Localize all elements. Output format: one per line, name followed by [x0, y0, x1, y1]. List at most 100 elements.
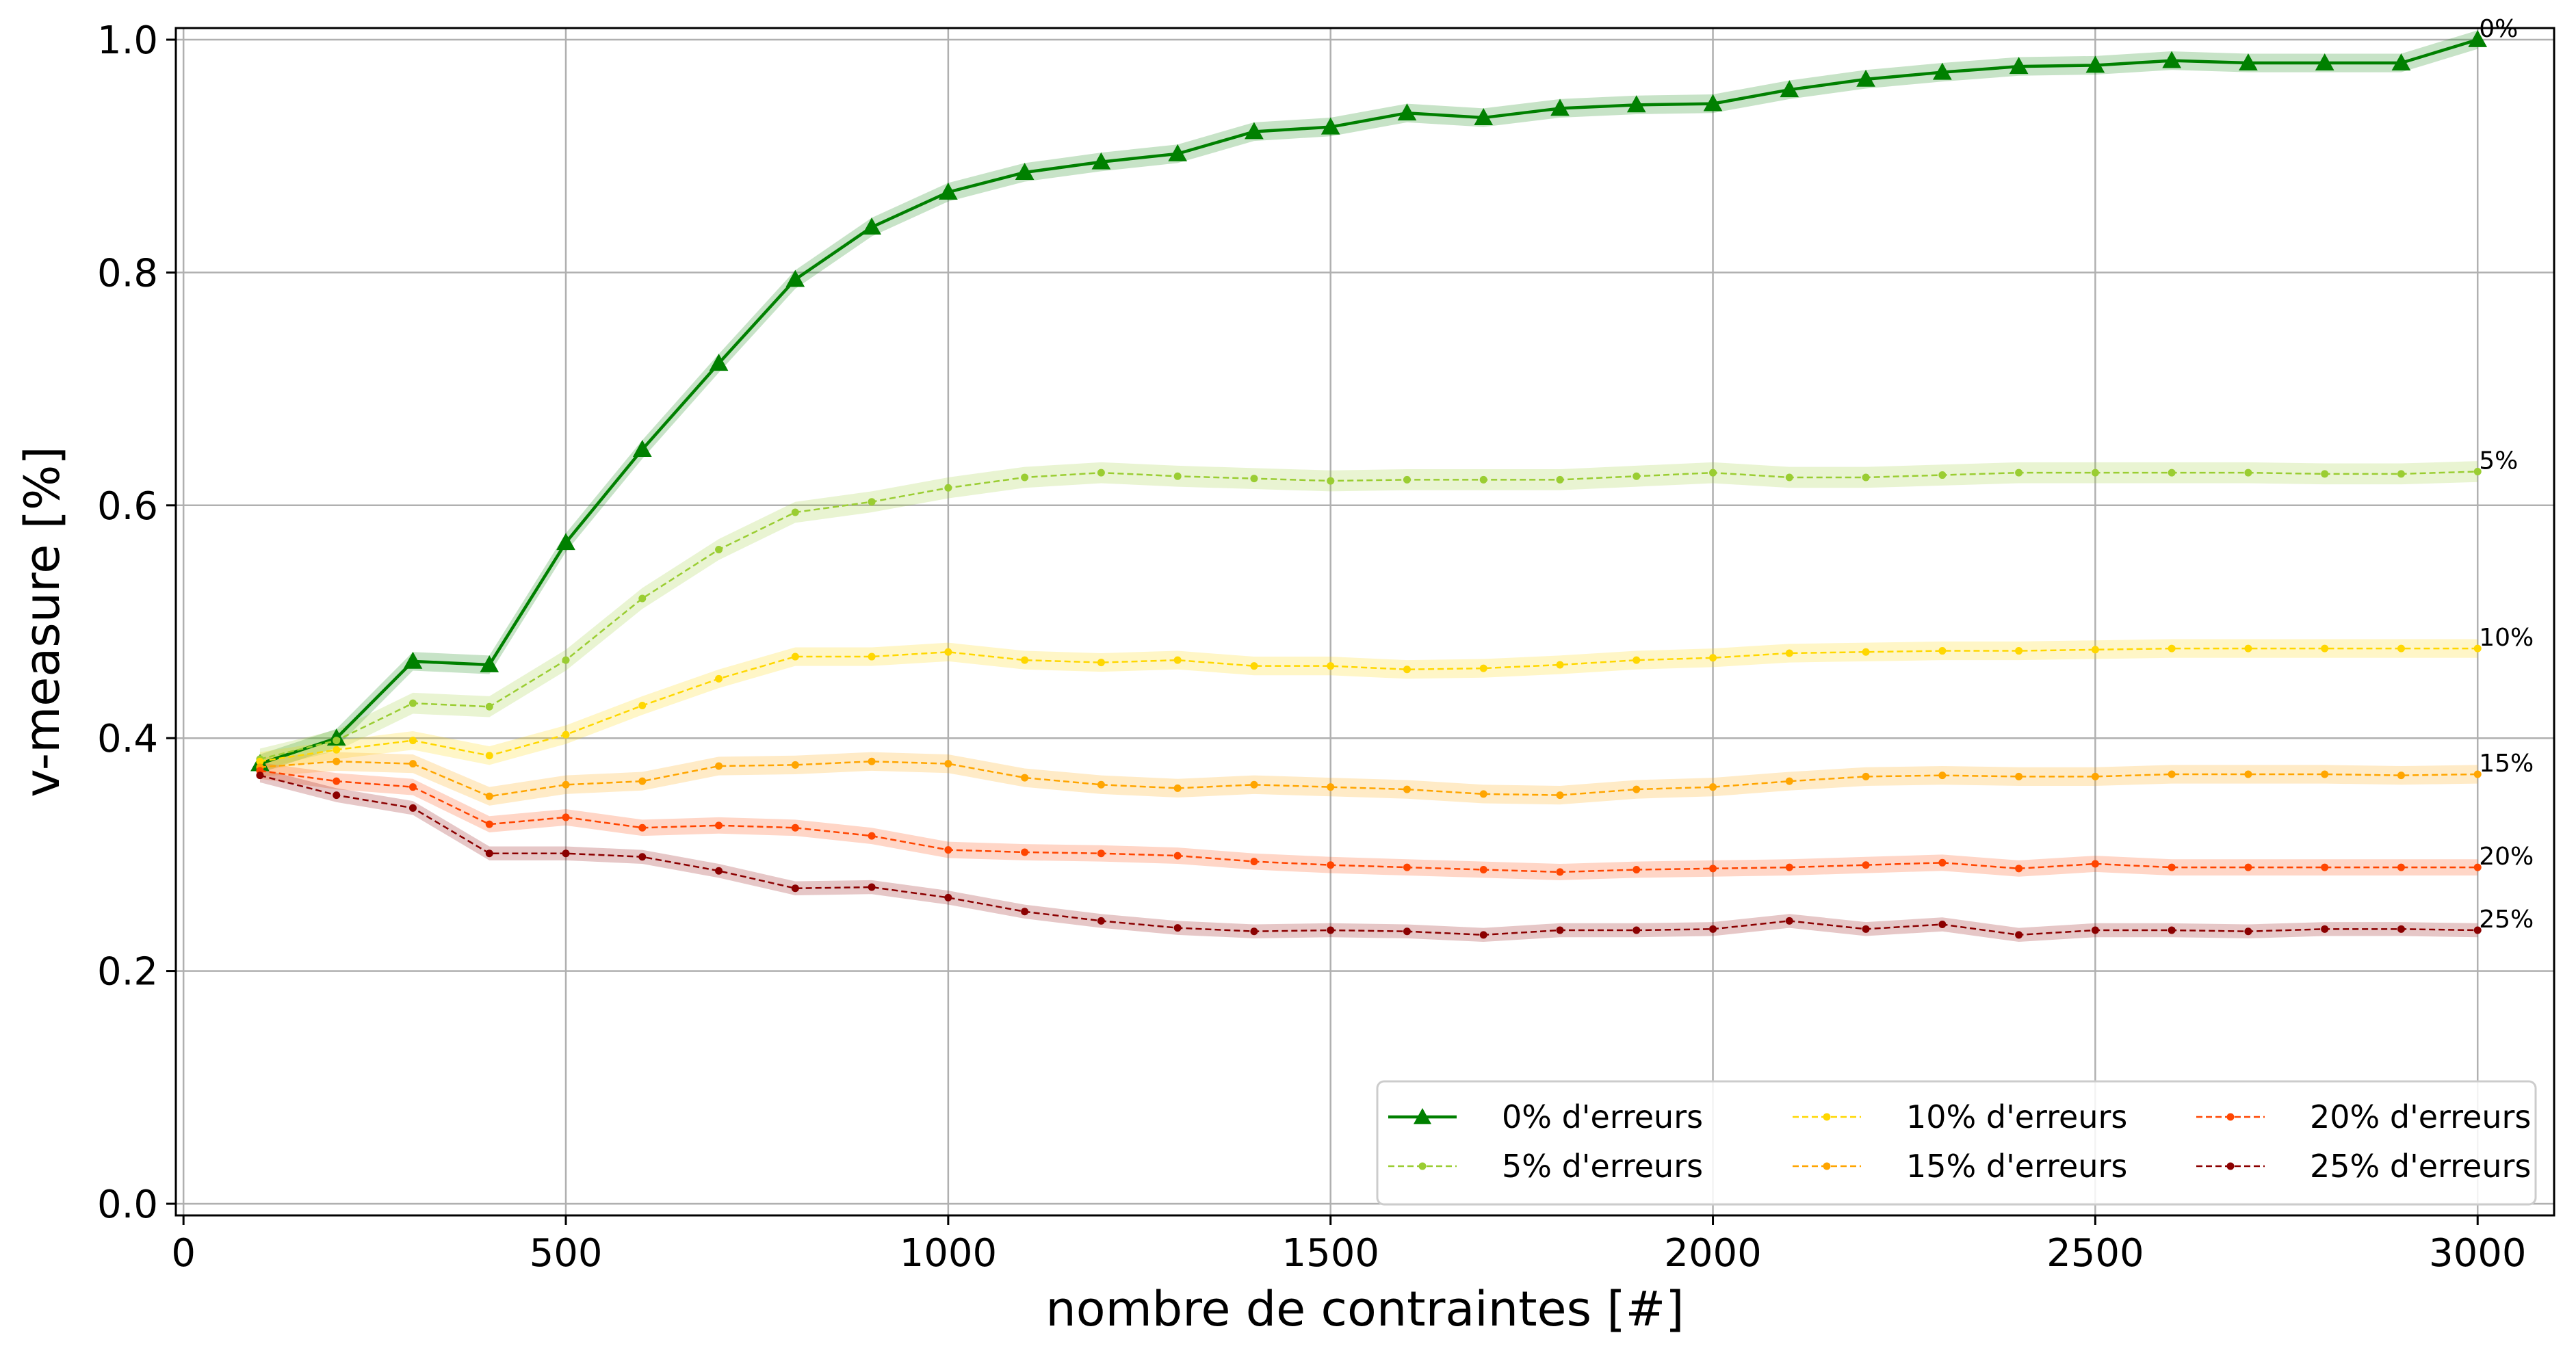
data-point [256, 772, 264, 780]
plot-border [174, 27, 2555, 1217]
legend-marker [1823, 1113, 1831, 1121]
data-point [485, 792, 493, 800]
data-point [1245, 122, 1264, 140]
confidence-band [259, 639, 2478, 771]
data-point [632, 440, 652, 458]
data-point [715, 762, 723, 770]
legend-marker [1418, 1162, 1427, 1170]
data-point [868, 883, 876, 891]
data-point [1474, 108, 1494, 125]
data-point [2315, 53, 2334, 70]
data-point [2091, 926, 2099, 934]
legend-label: 15% d'erreurs [1906, 1148, 2127, 1185]
data-point [2473, 926, 2482, 934]
data-point [1938, 858, 1947, 867]
data-point [1403, 475, 1411, 484]
data-point [862, 218, 881, 235]
series-end-label: 20% [2479, 843, 2534, 871]
series-end-label: 5% [2479, 447, 2518, 475]
data-point [1250, 662, 1258, 670]
data-point [1709, 783, 1717, 791]
data-point [1250, 927, 1258, 936]
legend-marker [1823, 1162, 1831, 1170]
legend-label: 25% d'erreurs [2310, 1148, 2531, 1185]
series-line [259, 774, 2478, 936]
data-point [1091, 152, 1111, 170]
data-point [1632, 866, 1641, 874]
data-point [1556, 475, 1564, 484]
data-point [2397, 925, 2405, 933]
series-lines [250, 29, 2488, 939]
legend: 0% d'erreurs 5% d'erreurs 10% d'erreurs 15%… [1376, 1080, 2537, 1206]
data-point [2321, 644, 2329, 653]
data-point [638, 824, 647, 832]
data-point [1173, 784, 1182, 792]
data-point [2321, 925, 2329, 933]
data-point [1320, 117, 1340, 135]
data-point [408, 783, 417, 791]
data-point [1626, 95, 1646, 113]
data-point [1632, 926, 1641, 934]
data-point [2321, 770, 2329, 778]
confidence-bands [259, 30, 2478, 943]
legend-label: 10% d'erreurs [1906, 1098, 2127, 1135]
y-tick-label: 1.0 [97, 18, 158, 63]
data-point [1856, 69, 1875, 87]
data-point [1785, 777, 1793, 785]
data-point [2168, 644, 2176, 653]
data-point [1632, 656, 1641, 664]
data-point [2168, 863, 2176, 871]
data-point [2015, 647, 2023, 655]
data-point [1862, 861, 1870, 869]
data-point [1709, 925, 1717, 933]
data-point [1173, 656, 1182, 664]
data-point [1397, 103, 1417, 121]
series-line [259, 769, 2478, 873]
series-end-label: 10% [2479, 624, 2534, 652]
data-point [1403, 863, 1411, 871]
confidence-band [259, 762, 2478, 880]
data-point [715, 821, 723, 830]
data-point [2468, 29, 2488, 47]
data-point [485, 849, 493, 858]
data-point [1327, 926, 1335, 934]
axis-ticks: 0 500 1000 1500 2000 2500 3000 0.0 0.2 0.4 0.6 0.8 1… [97, 18, 2527, 1276]
legend-label: 20% d'erreurs [2310, 1098, 2531, 1135]
data-point [2391, 53, 2411, 70]
data-point [408, 760, 417, 768]
data-point [2091, 860, 2099, 868]
data-point [2015, 931, 2023, 939]
data-point [2015, 865, 2023, 873]
data-point [868, 653, 876, 661]
data-point [791, 761, 799, 769]
data-point [638, 853, 647, 861]
legend-marker [1414, 1108, 1431, 1124]
data-point [791, 884, 799, 893]
data-point [1785, 649, 1793, 657]
data-point [2015, 469, 2023, 477]
legend-marker [2226, 1162, 2235, 1170]
data-point [785, 269, 805, 287]
legend-marker [2226, 1113, 2235, 1121]
data-point [2162, 51, 2182, 68]
data-point [1173, 924, 1182, 932]
series-end-label: 0% [2479, 15, 2518, 43]
series-line [259, 471, 2478, 761]
data-point [1938, 772, 1947, 780]
data-point [868, 832, 876, 840]
data-point [2168, 770, 2176, 778]
data-point [2009, 57, 2029, 75]
data-point [1862, 648, 1870, 656]
data-point [1550, 98, 1570, 116]
data-point [944, 648, 952, 656]
data-point [638, 594, 647, 603]
data-point [944, 846, 952, 854]
data-point [1862, 772, 1870, 780]
data-point [1938, 471, 1947, 479]
data-point [1403, 666, 1411, 674]
data-point [791, 653, 799, 661]
data-point [485, 820, 493, 828]
data-point [1403, 927, 1411, 936]
data-point [2168, 469, 2176, 477]
y-tick-label: 0.8 [97, 251, 158, 295]
